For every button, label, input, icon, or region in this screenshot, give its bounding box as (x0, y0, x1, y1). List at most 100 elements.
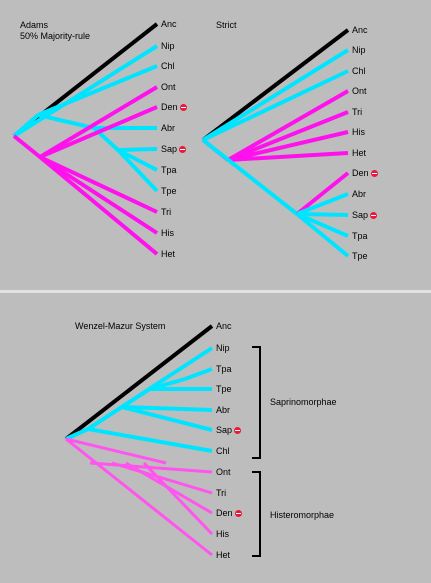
tip-label-tpe: Tpe (352, 251, 368, 261)
tip-label-text: Den (352, 168, 369, 178)
tip-label-text: Chl (352, 66, 366, 76)
branch-den (39, 105, 158, 159)
saprinomorphae-bracket (252, 346, 261, 459)
branch-ont (227, 89, 349, 162)
bottom-panel: Wenzel-Mazur System Anc Nip Tpa Tpe Abr Sap Ch… (0, 293, 431, 583)
mark-icon (179, 104, 187, 111)
branch-den (295, 171, 350, 216)
branch-nip (201, 48, 350, 142)
tip-label-text: Nip (352, 45, 366, 55)
wenzel-mazur-title: Wenzel-Mazur System (75, 321, 166, 331)
tip-label-text: Den (216, 508, 233, 518)
tip-label-nip: Nip (216, 343, 230, 353)
top-panel: Adams 50% Majority-rule Strict Anc Nip Chl… (0, 0, 431, 290)
branch-anc (201, 28, 350, 142)
tip-label-text: Het (216, 550, 231, 560)
tip-label-text: His (161, 228, 174, 238)
tip-label-text: Het (161, 249, 176, 259)
branch-chl (87, 427, 213, 453)
tip-label-text: Sap (352, 210, 369, 220)
tip-label-tri: Tri (352, 107, 362, 117)
tip-label-text: Anc (161, 19, 177, 29)
branch-het (38, 155, 159, 256)
panel-divider (0, 290, 431, 293)
branch-ont (89, 461, 213, 474)
saprinomorphae-label: Saprinomorphae (270, 397, 337, 407)
branch-node4-stem (149, 377, 186, 391)
tip-label-den: Den (352, 168, 378, 178)
tip-label-ont: Ont (216, 467, 231, 477)
mark-icon (234, 427, 242, 434)
branch-het (227, 151, 349, 162)
branch-sap (117, 147, 158, 152)
mark-icon (370, 170, 378, 177)
branch-tpe (295, 212, 350, 258)
tip-label-text: Tpa (161, 165, 177, 175)
mark-icon (234, 510, 242, 517)
tip-label-nip: Nip (161, 41, 175, 51)
adams-title-line2: 50% Majority-rule (20, 31, 91, 41)
tip-label-text: Tpe (352, 251, 368, 261)
mark-icon (179, 146, 187, 153)
tip-label-abr: Abr (161, 123, 175, 133)
tip-label-anc: Anc (216, 321, 232, 331)
branch-tpa (296, 212, 349, 238)
tip-label-text: His (216, 529, 229, 539)
histeromorphae-label: Histeromorphae (270, 510, 335, 520)
tip-label-tpe: Tpe (161, 186, 177, 196)
branch-chl (202, 69, 349, 142)
branch-node3-stem (120, 387, 152, 409)
branch-his (38, 155, 159, 235)
branch-cyan-stem (65, 427, 89, 441)
branch-anc (64, 324, 214, 441)
branch-tpa (184, 367, 213, 381)
branch-het (65, 437, 213, 557)
tip-label-text: Sap (161, 144, 178, 154)
tip-label-tpa: Tpa (352, 231, 368, 241)
branch-nip (12, 44, 159, 138)
wenzel-mazur-tree-svg (64, 324, 214, 557)
tip-label-text: Tpe (161, 186, 177, 196)
strict-title: Strict (216, 20, 237, 30)
branch-tpe (116, 148, 159, 193)
tip-label-anc: Anc (352, 25, 368, 35)
tip-label-text: Ont (216, 467, 231, 477)
tip-label-ont: Ont (352, 86, 367, 96)
tip-label-his: His (161, 228, 174, 238)
branch-magenta-stem (12, 134, 42, 159)
tip-label-chl: Chl (161, 61, 175, 71)
tip-label-text: Abr (216, 405, 231, 415)
branch-cyan-stem (12, 113, 40, 138)
tip-label-het: Het (352, 148, 366, 158)
tip-label-het: Het (216, 550, 230, 560)
tip-label-den: Den (216, 508, 242, 518)
tip-label-tri: Tri (161, 207, 171, 217)
tip-label-text: Ont (352, 86, 367, 96)
tip-label-text: Tri (161, 207, 172, 217)
tip-label-tpa: Tpa (161, 165, 177, 175)
tip-label-text: Den (161, 102, 178, 112)
tip-label-text: Sap (216, 425, 233, 435)
branch-ont (38, 85, 159, 159)
branch-tri (111, 461, 213, 495)
branch-sap (296, 212, 349, 217)
tip-label-his: His (216, 529, 229, 539)
tip-label-text: Abr (352, 189, 367, 199)
branch-abr (296, 192, 349, 216)
tip-label-tpa: Tpa (216, 364, 232, 374)
tip-label-text: Tpa (216, 364, 232, 374)
tip-label-text: Nip (216, 343, 230, 353)
branch-node2-stem (86, 405, 124, 431)
tip-label-den: Den (161, 102, 187, 112)
branch-tri (227, 110, 349, 162)
tip-label-text: Chl (216, 446, 230, 456)
tip-label-chl: Chl (352, 66, 366, 76)
branch-abr (121, 405, 213, 412)
branch-his (142, 461, 214, 536)
tip-label-text: Chl (161, 61, 175, 71)
histeromorphae-bracket (252, 471, 261, 557)
tip-label-text: Abr (161, 123, 176, 133)
tip-label-text: Tpe (216, 384, 232, 394)
branch-chl (37, 64, 158, 117)
